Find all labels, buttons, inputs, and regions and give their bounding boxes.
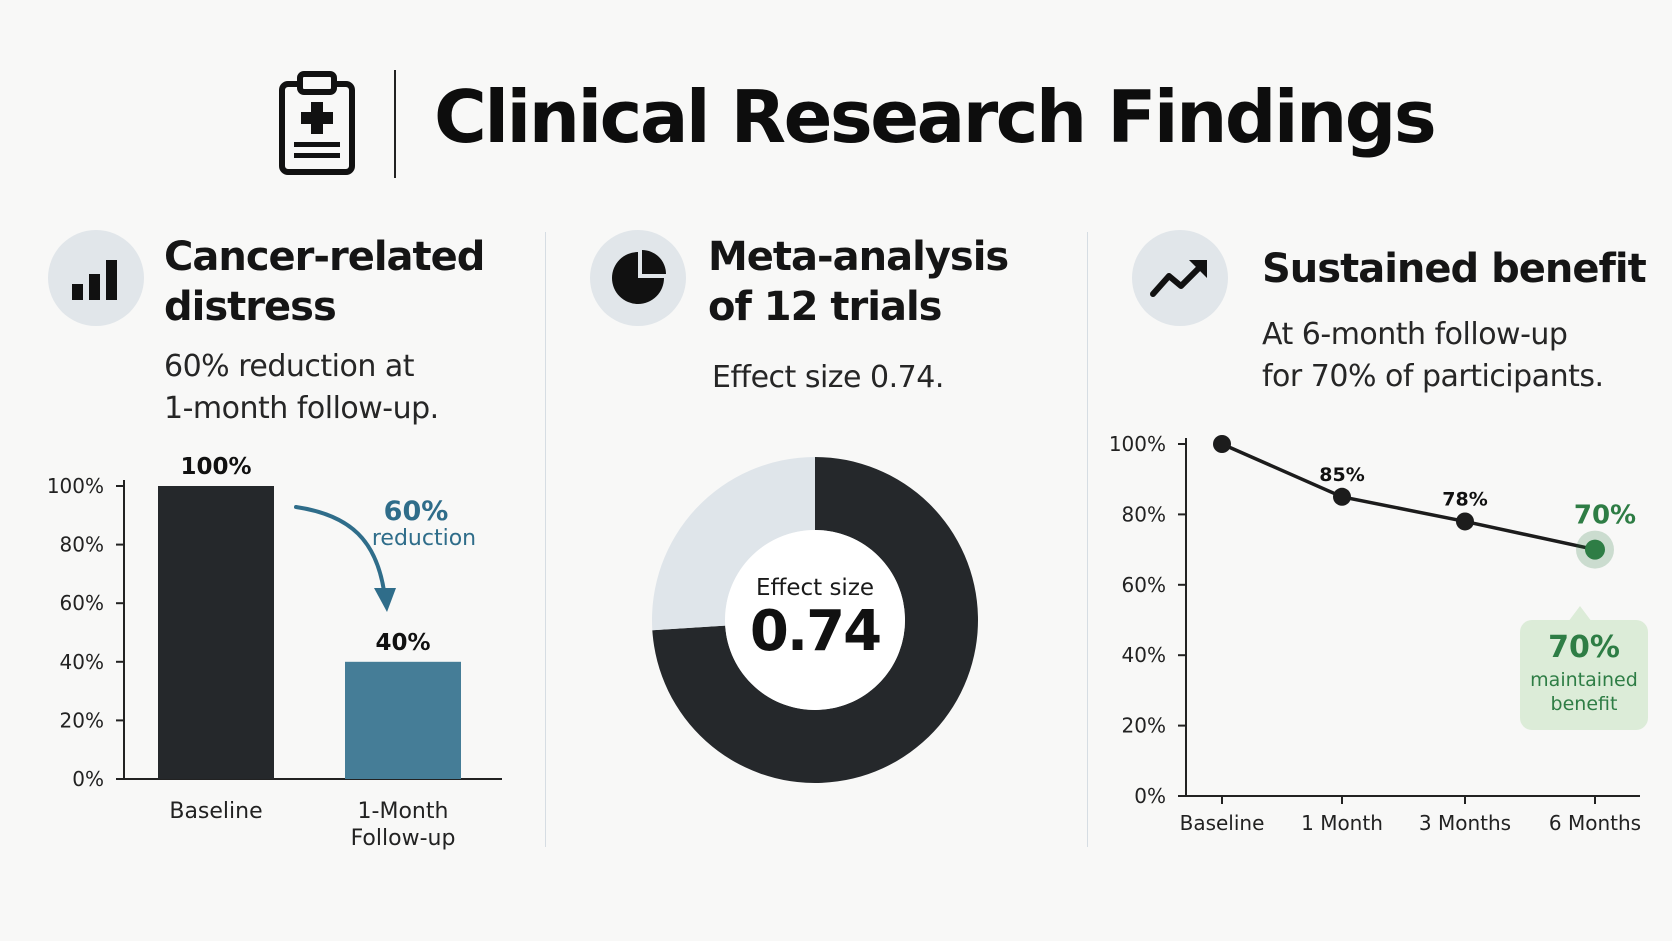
line-data-label: 78%	[1442, 488, 1487, 510]
bar-2	[345, 661, 461, 779]
line-x-tick-label: Baseline	[1180, 811, 1265, 835]
line-x-tick-label: 3 Months	[1419, 811, 1511, 835]
panel-2-heading-line-2: of 12 trials	[708, 284, 942, 330]
line-y-tick-label: 80%	[1122, 502, 1166, 526]
panel-1-heading-line-1: Cancer-related	[164, 234, 485, 280]
donut-slice-1	[652, 457, 978, 783]
header-icon	[276, 70, 358, 178]
panel-3-subtitle-line-1: At 6-month follow-up	[1262, 317, 1568, 352]
reduction-arrowhead	[374, 588, 396, 612]
panel-3-subtitle-line-2: for 70% of participants.	[1262, 359, 1604, 394]
panel-1-heading: Cancer-related distress	[164, 232, 485, 332]
line-point	[1585, 539, 1605, 560]
line-chart: 0% 20% 40% 60% 80% 100% Baseline 1 Month 3 Month…	[1109, 430, 1648, 835]
callout-text: maintained	[1530, 669, 1638, 691]
panel-2-subtitle: Effect size 0.74.	[712, 357, 944, 399]
bar-data-label: 100%	[180, 454, 251, 480]
page-title: Clinical Research Findings	[434, 75, 1437, 159]
panel-3-heading: Sustained benefit	[1262, 244, 1647, 294]
line-point	[1213, 435, 1231, 453]
panel-3-subtitle: At 6-month follow-up for 70% of particip…	[1262, 314, 1604, 398]
clipboard-medical-icon	[279, 71, 355, 175]
panel-1-subtitle-line-2: 1-month follow-up.	[164, 391, 439, 426]
bar-chart-icon	[72, 260, 117, 300]
line-y-tick-label: 60%	[1122, 573, 1166, 597]
panel-3-icon-circle	[1132, 230, 1228, 326]
donut-hole	[725, 530, 905, 710]
line-y-tick-label: 20%	[1122, 714, 1166, 738]
line-data-label: 100%	[1193, 430, 1252, 433]
bar-y-tick-label: 0%	[72, 767, 104, 791]
reduction-arrow	[294, 505, 387, 600]
line-data-label: 70%	[1574, 501, 1636, 531]
donut-center-label: Effect size	[756, 575, 874, 601]
line-x-tick-label: 1 Month	[1301, 811, 1383, 835]
donut-center-value: 0.74	[750, 599, 880, 664]
column-divider-2	[1087, 232, 1088, 847]
panel-1-subtitle: 60% reduction at 1-month follow-up.	[164, 346, 439, 430]
panel-1-heading-line-2: distress	[164, 284, 337, 330]
bar-y-tick-label: 80%	[60, 533, 104, 557]
bar-category-label: Follow-up	[351, 826, 456, 851]
bar-data-label: 40%	[375, 630, 430, 656]
panel-1-subtitle-line-1: 60% reduction at	[164, 349, 415, 384]
panel-2-heading-line-1: Meta-analysis	[708, 234, 1009, 280]
panel-3-heading-line-1: Sustained benefit	[1262, 246, 1647, 292]
callout-box	[1520, 620, 1648, 730]
line-y-tick-label: 0%	[1134, 784, 1166, 808]
reduction-text: reduction	[372, 526, 476, 551]
bar-category-label: 1-Month	[358, 799, 449, 824]
title-divider	[394, 70, 396, 178]
bar-y-tick-label: 20%	[60, 708, 104, 732]
panel-2-icon-circle	[590, 230, 686, 326]
bar-category-label: Baseline	[169, 799, 262, 824]
donut-slice-2	[652, 457, 815, 631]
trend-up-icon	[1150, 260, 1207, 297]
line-x-tick-label: 6 Months	[1549, 811, 1641, 835]
bar-y-tick-label: 40%	[60, 650, 104, 674]
pie-chart-icon	[612, 250, 666, 304]
line-point	[1456, 512, 1474, 531]
line-y-tick-label: 40%	[1122, 643, 1166, 667]
column-divider-1	[545, 232, 546, 847]
reduction-value: 60%	[384, 496, 449, 527]
bar-chart: 0% 20% 40% 60% 80% 100% 100% Baseline 40% 1-Month…	[47, 454, 502, 851]
callout-value: 70%	[1548, 630, 1620, 665]
panel-2-heading: Meta-analysis of 12 trials	[708, 232, 1009, 332]
panel-1-icon-circle	[48, 230, 144, 326]
line-data-label: 85%	[1319, 464, 1364, 486]
line-point	[1333, 487, 1351, 506]
bar-y-tick-label: 60%	[60, 591, 104, 615]
callout-text: benefit	[1551, 693, 1618, 715]
bar-1	[158, 486, 274, 779]
callout-pointer	[1568, 606, 1592, 622]
line-series	[1221, 442, 1596, 552]
line-y-tick-label: 100%	[1109, 432, 1166, 456]
bar-y-tick-label: 100%	[47, 474, 104, 498]
panel-2-subtitle-line-1: Effect size 0.74.	[712, 360, 944, 395]
